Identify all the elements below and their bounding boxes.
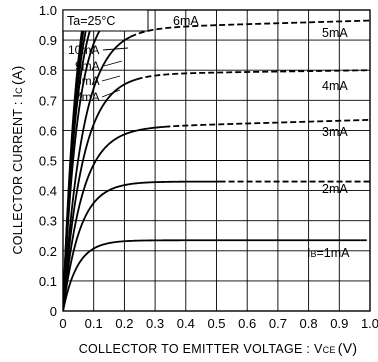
curve-dashed-5ma <box>130 19 370 38</box>
x-tick-label: 0.3 <box>146 316 164 331</box>
x-axis-title: COLLECTOR TO EMITTER VOLTAGE : VCE (V) <box>79 340 358 356</box>
y-tick-label: 0.2 <box>39 244 57 259</box>
y-tick-label: 0.5 <box>39 154 57 169</box>
label-4ma: 4mA <box>322 79 348 93</box>
y-tick-label: 1.0 <box>39 3 57 18</box>
x-tick-label: 0.6 <box>238 316 256 331</box>
plot-frame <box>62 9 371 312</box>
y-tick-label: 0 <box>50 304 57 319</box>
curves <box>63 4 370 311</box>
label-10ma: 10mA <box>68 43 99 57</box>
x-tick-label: 0.1 <box>85 316 103 331</box>
y-tick-label: 0.7 <box>39 93 57 108</box>
x-tick-label: 0.4 <box>177 316 195 331</box>
condition-box <box>62 9 149 32</box>
leader-8ma <box>101 75 121 82</box>
curve-dashed-4ma <box>136 69 370 81</box>
y-axis-title: COLLECTOR CURRENT : IC(A) <box>9 65 25 254</box>
y-tick-label: 0.8 <box>39 63 57 78</box>
series-labels: 10mA 9mA 8mA 7mA 6mA 5mA 4mA 3mA 2mA IB=… <box>68 14 350 260</box>
x-tick-label: 1.0 <box>361 316 378 331</box>
label-1ma: IB=1mA <box>307 246 350 260</box>
grid <box>63 10 370 311</box>
y-tick-label: 0.4 <box>39 184 57 199</box>
leader-10ma <box>102 47 129 51</box>
x-tick-labels: 0 0.1 0.2 0.3 0.4 0.5 0.6 0.7 0.8 0.9 1.0 <box>59 316 378 331</box>
curve-dashed-3ma <box>164 118 370 128</box>
curve-solid-3ma <box>63 125 165 311</box>
curve-dashed-6ma <box>126 4 370 9</box>
y-tick-label: 0.3 <box>39 214 57 229</box>
y-tick-labels: 0 0.1 0.2 0.3 0.4 0.5 0.6 0.7 0.8 0.9 1.0 <box>39 3 57 319</box>
x-tick-label: 0 <box>59 316 66 331</box>
x-tick-label: 0.8 <box>300 316 318 331</box>
label-8ma: 8mA <box>75 74 100 88</box>
condition-label: Ta=25°C <box>67 14 115 28</box>
y-tick-label: 0.1 <box>39 274 57 289</box>
label-6ma: 6mA <box>173 14 199 28</box>
label-7ma: 7mA <box>75 90 100 104</box>
leader-9ma <box>103 60 123 67</box>
x-tick-label: 0.9 <box>330 316 348 331</box>
label-3ma: 3mA <box>322 125 348 139</box>
curve-solid-4ma <box>63 78 137 311</box>
label-9ma: 9mA <box>75 59 100 73</box>
y-tick-label: 0.9 <box>39 33 57 48</box>
label-2ma: 2mA <box>322 182 348 196</box>
leader-7ma <box>101 89 121 98</box>
curve-solid-2ma <box>63 180 220 311</box>
x-tick-label: 0.2 <box>115 316 133 331</box>
label-5ma: 5mA <box>322 26 348 40</box>
curve-solid-10ma <box>63 10 86 311</box>
x-tick-label: 0.7 <box>269 316 287 331</box>
curve-solid-5ma <box>63 36 131 311</box>
y-tick-label: 0.6 <box>39 123 57 138</box>
curve-solid-1ma <box>63 239 361 311</box>
x-tick-label: 0.5 <box>207 316 225 331</box>
